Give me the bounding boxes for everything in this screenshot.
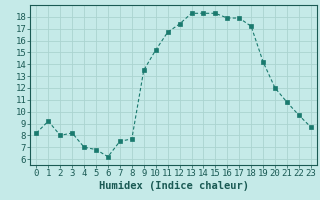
X-axis label: Humidex (Indice chaleur): Humidex (Indice chaleur) — [99, 181, 249, 191]
